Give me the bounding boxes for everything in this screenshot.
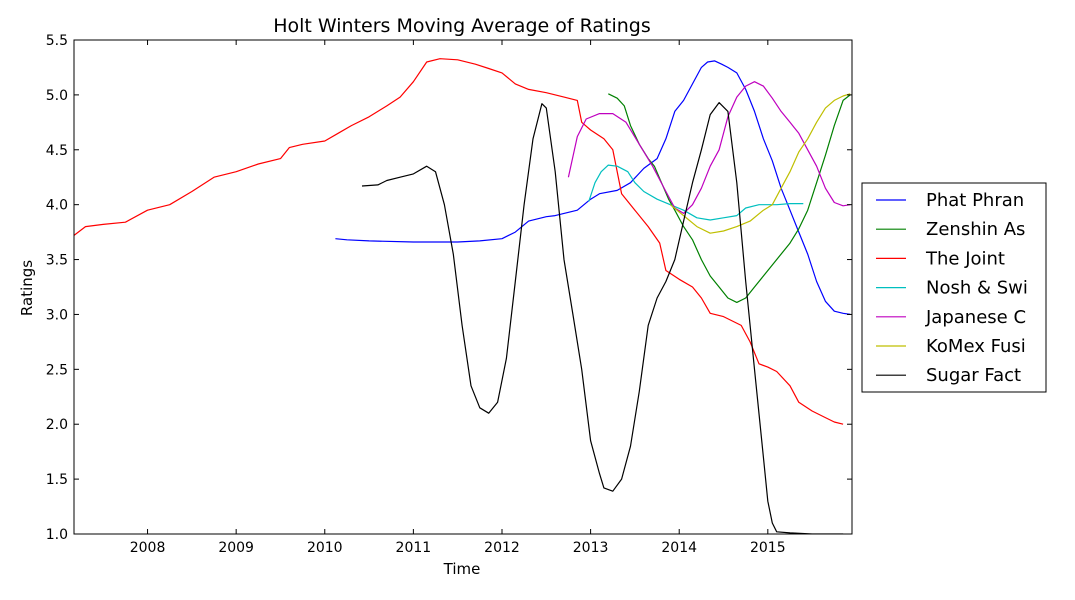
legend-label: Nosh & Swi [926, 278, 1028, 299]
y-tick-label: 2.5 [46, 362, 68, 378]
y-axis-label: Ratings [18, 260, 36, 316]
legend-label: The Joint [925, 248, 1005, 269]
x-tick-label: 2011 [396, 540, 432, 556]
x-tick-label: 2015 [750, 540, 786, 556]
x-tick-label: 2010 [307, 540, 343, 556]
series-line-5 [669, 93, 851, 234]
y-tick-label: 5.0 [46, 88, 68, 104]
legend-label: KoMex Fusi [926, 336, 1026, 357]
y-tick-label: 5.5 [46, 33, 68, 49]
x-tick-label: 2008 [130, 540, 166, 556]
legend-label: Japanese C [925, 307, 1026, 328]
x-axis-label: Time [443, 560, 481, 578]
legend-label: Sugar Fact [926, 365, 1021, 386]
series-line-3 [588, 164, 804, 221]
plot-area: 2008 2009 2010 2011 2012 2013 2014 2015 1.0 1.5 2.… [46, 33, 853, 556]
series-line-0 [335, 60, 851, 315]
series-line-4 [567, 81, 851, 214]
y-tick-label: 2.0 [46, 417, 68, 433]
chart-title: Holt Winters Moving Average of Ratings [273, 15, 651, 37]
y-tick-label: 4.0 [46, 198, 68, 214]
x-tick-label: 2014 [661, 540, 697, 556]
legend-label: Zenshin As [926, 219, 1025, 240]
y-tick-label: 1.0 [46, 527, 68, 543]
series-lines [74, 58, 851, 534]
y-tick-label: 3.5 [46, 253, 68, 269]
series-line-2 [74, 58, 844, 425]
legend: Phat Phran Zenshin As The Joint Nosh & Swi J… [861, 182, 1047, 393]
y-tick-label: 4.5 [46, 143, 68, 159]
x-tick-label: 2009 [218, 540, 254, 556]
legend-label: Phat Phran [926, 190, 1024, 211]
plot-frame [73, 39, 853, 535]
x-tick-label: 2013 [573, 540, 609, 556]
series-line-6 [361, 102, 844, 534]
y-tick-label: 3.0 [46, 307, 68, 323]
y-tick-label: 1.5 [46, 472, 68, 488]
x-tick-label: 2012 [484, 540, 520, 556]
